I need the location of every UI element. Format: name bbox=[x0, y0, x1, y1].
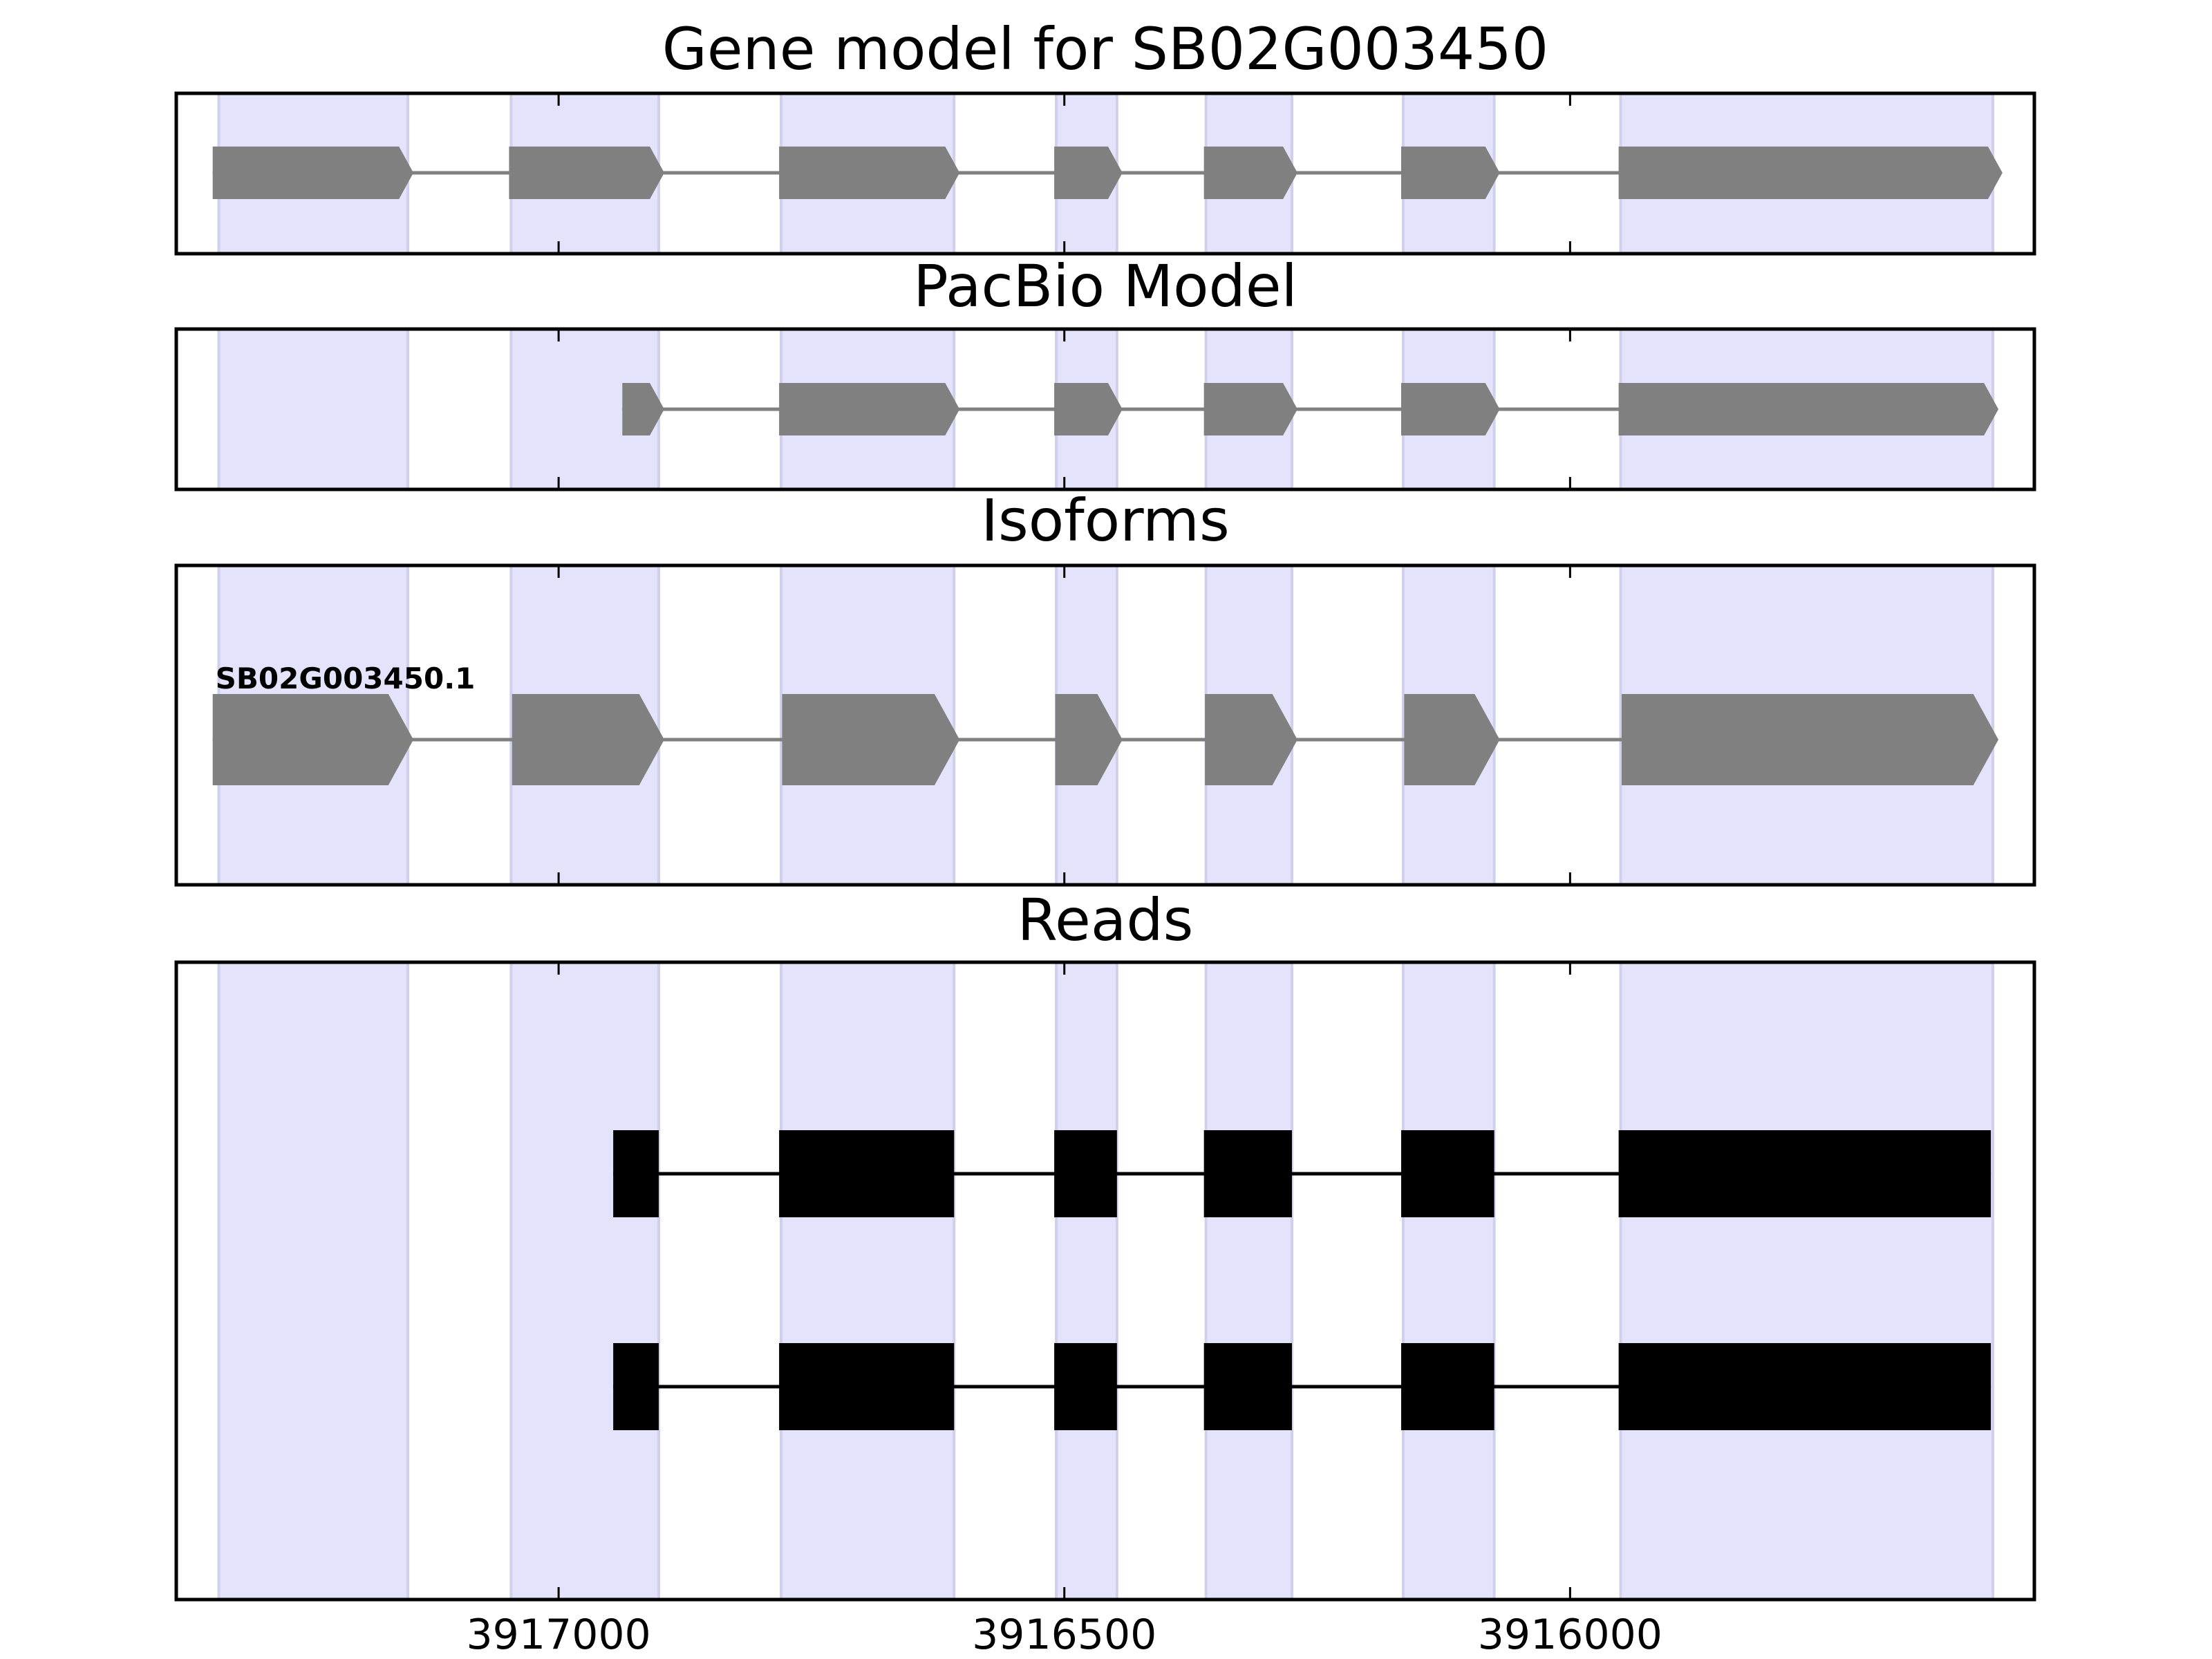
exon-arrow bbox=[1054, 383, 1123, 435]
x-tick-label: 3916500 bbox=[972, 1611, 1156, 1659]
exon-arrow bbox=[1054, 147, 1123, 199]
x-tick-label: 3917000 bbox=[467, 1611, 651, 1659]
panel-title: Gene model for SB02G003450 bbox=[662, 15, 1548, 83]
read-block bbox=[1054, 1130, 1117, 1217]
exon-arrow bbox=[1618, 383, 1999, 435]
exon-arrow bbox=[1401, 383, 1500, 435]
exon-arrow bbox=[509, 147, 664, 199]
x-tick-label: 3916000 bbox=[1478, 1611, 1662, 1659]
read-block bbox=[1618, 1343, 1991, 1430]
panel-1: PacBio Model bbox=[174, 252, 2036, 491]
exon-arrow bbox=[1404, 694, 1500, 785]
exon-arrow bbox=[782, 694, 960, 785]
exon-arrow bbox=[212, 694, 414, 785]
read-block bbox=[1203, 1130, 1292, 1217]
read-block bbox=[779, 1130, 955, 1217]
exon-region-shade bbox=[1204, 961, 1293, 1601]
exon-region-shade bbox=[217, 961, 410, 1601]
read-block bbox=[1401, 1343, 1494, 1430]
exon-arrow bbox=[622, 383, 664, 435]
read-block bbox=[1401, 1130, 1494, 1217]
exon-region-shade bbox=[1619, 961, 1995, 1601]
panel-frame bbox=[174, 91, 2036, 256]
exon-region-shade bbox=[509, 961, 660, 1601]
panel-title: PacBio Model bbox=[913, 252, 1297, 320]
exon-region-shade bbox=[1055, 961, 1118, 1601]
panel-title: Isoforms bbox=[981, 487, 1230, 554]
read-block bbox=[1618, 1130, 1991, 1217]
exon-arrow bbox=[1401, 147, 1500, 199]
exon-arrow bbox=[512, 694, 664, 785]
exon-region-shade bbox=[780, 961, 956, 1601]
exon-arrow bbox=[779, 147, 960, 199]
exon-arrow bbox=[212, 147, 414, 199]
panel-frame bbox=[174, 563, 2036, 887]
read-block bbox=[1054, 1343, 1117, 1430]
read-block bbox=[779, 1343, 955, 1430]
exon-region-shade bbox=[217, 328, 410, 491]
panel-frame bbox=[174, 960, 2036, 1602]
exon-arrow bbox=[1205, 694, 1297, 785]
read-block bbox=[1203, 1343, 1292, 1430]
exon-arrow bbox=[779, 383, 960, 435]
read-block bbox=[613, 1343, 659, 1430]
panel-3: Reads bbox=[174, 886, 2036, 1602]
panel-2: Isoforms SB02G003450.1 bbox=[174, 487, 2036, 887]
isoform-label: SB02G003450.1 bbox=[216, 662, 476, 695]
exon-arrow bbox=[1055, 694, 1123, 785]
exon-arrow bbox=[1621, 694, 1999, 785]
exon-arrow bbox=[1203, 147, 1297, 199]
panel-title: Reads bbox=[1018, 886, 1194, 954]
read-block bbox=[613, 1130, 659, 1217]
panel-0: Gene model for SB02G003450 bbox=[174, 15, 2036, 256]
exon-arrow bbox=[1618, 147, 2003, 199]
exon-arrow bbox=[1203, 383, 1297, 435]
exon-region-shade bbox=[1401, 961, 1496, 1601]
panel-frame bbox=[174, 327, 2036, 491]
